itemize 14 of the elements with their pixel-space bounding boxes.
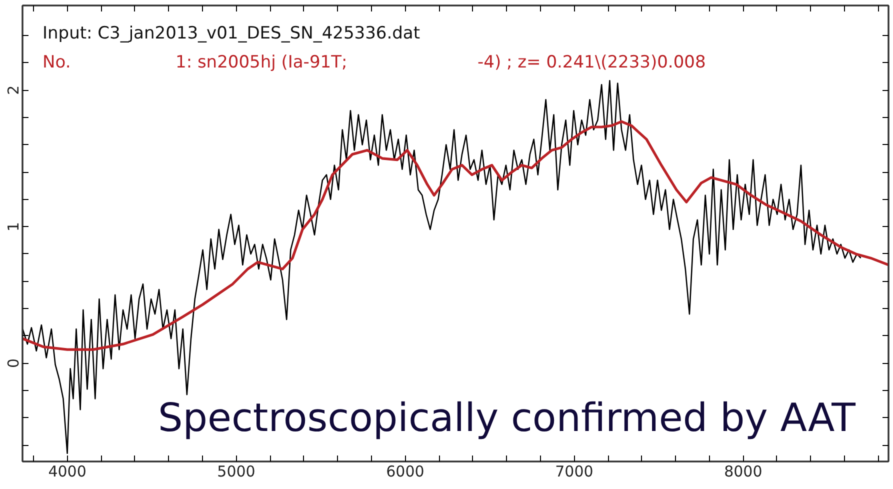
annotation: -4) ; z= 0.241\(2233)0.008 bbox=[478, 52, 706, 72]
y-tick-label: 1 bbox=[4, 222, 22, 232]
x-tick-label: 7000 bbox=[555, 462, 594, 480]
annotation: No. bbox=[42, 52, 71, 72]
x-tick-label: 5000 bbox=[217, 462, 256, 480]
x-tick-label: 6000 bbox=[386, 462, 424, 480]
x-tick-label: 8000 bbox=[724, 462, 762, 480]
annotation: 1: sn2005hj (Ia-91T; bbox=[176, 52, 348, 72]
y-tick-label: 2 bbox=[4, 85, 22, 95]
line-series bbox=[22, 120, 888, 351]
annotation: Spectroscopically confirmed by AAT bbox=[158, 396, 856, 441]
x-tick-label: 4000 bbox=[48, 462, 86, 480]
y-tick-label: 0 bbox=[4, 358, 22, 368]
annotation: Input: C3_jan2013_v01_DES_SN_425336.dat bbox=[42, 24, 420, 44]
